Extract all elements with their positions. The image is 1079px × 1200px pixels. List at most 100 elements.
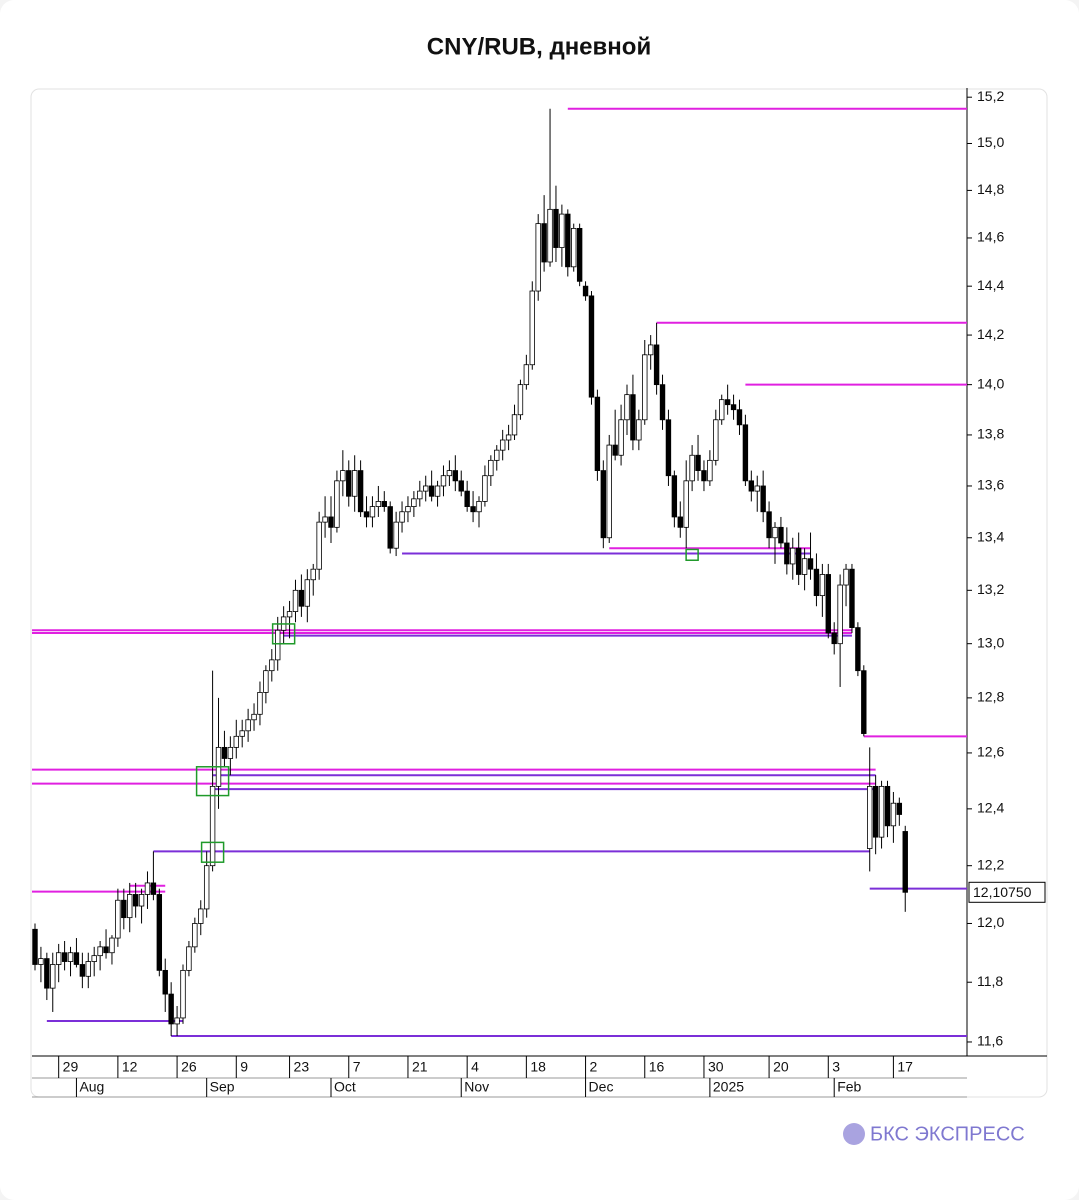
y-tick-label: 14,8: [977, 181, 1004, 197]
candle-body: [263, 670, 269, 693]
candle-body: [494, 449, 500, 461]
y-tick-label: 15,2: [977, 88, 1004, 104]
candle-body: [233, 735, 239, 748]
candle-body: [807, 558, 814, 570]
candle-body: [85, 961, 91, 977]
candle-body: [334, 480, 340, 528]
x-tick-label: 3: [832, 1059, 840, 1075]
candle-body: [346, 470, 352, 497]
x-tick-label: 26: [181, 1059, 197, 1075]
candle-body: [381, 501, 387, 507]
candle-body: [576, 227, 583, 282]
candle-body: [298, 589, 305, 607]
candle-body: [683, 480, 689, 528]
candle-body: [38, 958, 44, 965]
y-tick-label: 14,0: [977, 375, 1004, 391]
candle-body: [713, 419, 719, 461]
last-price-label: 12,10750: [973, 884, 1032, 900]
candle-body: [393, 521, 399, 549]
x-tick-label: 4: [471, 1059, 479, 1075]
candle-body: [819, 574, 826, 597]
candle-body: [707, 459, 713, 482]
candle-body: [192, 923, 198, 948]
candle-body: [340, 470, 346, 482]
x-tick-label: 29: [63, 1059, 79, 1075]
candle-body: [221, 746, 228, 759]
candle-body: [754, 485, 760, 492]
x-tick-label: 30: [708, 1059, 724, 1075]
y-tick-label: 11,8: [977, 973, 1003, 989]
candle-body: [55, 952, 62, 965]
candle-body: [476, 501, 482, 513]
candle-body: [488, 459, 494, 477]
y-tick-label: 14,6: [977, 229, 1004, 245]
candle-body: [464, 490, 470, 507]
candle-body: [701, 470, 707, 482]
candle-body: [505, 434, 512, 441]
candle-body: [878, 785, 885, 838]
candle-body: [872, 785, 879, 838]
candle-body: [209, 785, 216, 867]
candle-body: [363, 511, 370, 518]
candle-body: [636, 419, 642, 441]
candle-body: [251, 713, 257, 721]
x-tick-label: 2: [590, 1059, 598, 1075]
y-tick-label: 12,0: [977, 914, 1004, 930]
candle-body: [434, 485, 441, 497]
candle-body: [369, 506, 376, 518]
candle-body: [269, 659, 275, 672]
y-tick-label: 12,2: [977, 856, 1004, 872]
y-tick-label: 13,8: [977, 426, 1004, 442]
candle-body: [665, 419, 672, 477]
x-tick-label: 23: [294, 1059, 310, 1075]
candle-body: [594, 396, 601, 471]
candle-body: [399, 511, 405, 523]
candle-body: [766, 511, 772, 539]
marker-box: [271, 623, 296, 645]
candle-body: [884, 785, 891, 827]
candle-body: [606, 444, 612, 539]
candle-body: [32, 928, 38, 965]
candle-body: [73, 952, 80, 965]
candle-body: [642, 354, 648, 421]
marker-box: [200, 841, 225, 863]
candle-body: [351, 470, 358, 497]
month-label: 2025: [713, 1079, 744, 1095]
y-tick-label: 12,8: [977, 689, 1004, 705]
candle-body: [103, 946, 109, 954]
candle-body: [784, 542, 790, 565]
candle-body: [760, 485, 766, 513]
candle-body: [671, 475, 678, 518]
x-tick-label: 20: [773, 1059, 789, 1075]
last-price-box: [968, 881, 1046, 903]
candle-body: [132, 894, 139, 907]
candle-body: [156, 894, 163, 971]
candle-body: [470, 506, 476, 513]
candle-body: [719, 399, 725, 421]
candle-body: [565, 213, 571, 268]
marker-box: [195, 766, 230, 797]
candle-body: [322, 516, 328, 523]
candle-body: [310, 568, 316, 581]
candle-body: [849, 568, 855, 628]
candle-body: [547, 208, 553, 263]
candle-body: [559, 213, 565, 248]
candle-body: [653, 344, 660, 386]
candle-body: [689, 454, 695, 482]
candle-body: [724, 399, 731, 406]
candle-body: [67, 952, 74, 962]
y-tick-label: 13,0: [977, 634, 1004, 650]
candle-body: [292, 589, 299, 612]
candle-body: [61, 952, 68, 962]
candle-body: [659, 384, 666, 421]
candle-body: [736, 409, 743, 426]
candle-body: [588, 295, 595, 398]
candle-body: [286, 611, 293, 618]
marker-box: [685, 548, 699, 561]
candle-body: [405, 506, 411, 513]
candle-body: [571, 227, 577, 268]
month-label: Oct: [334, 1079, 356, 1095]
candle-body: [168, 993, 174, 1025]
